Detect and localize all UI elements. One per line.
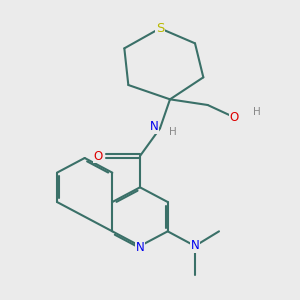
Text: N: N xyxy=(190,239,200,252)
Text: S: S xyxy=(156,22,164,35)
Text: N: N xyxy=(150,121,158,134)
Text: O: O xyxy=(230,111,239,124)
Text: N: N xyxy=(136,241,144,254)
Text: O: O xyxy=(94,149,103,163)
Text: H: H xyxy=(253,107,260,117)
Text: H: H xyxy=(169,127,176,137)
